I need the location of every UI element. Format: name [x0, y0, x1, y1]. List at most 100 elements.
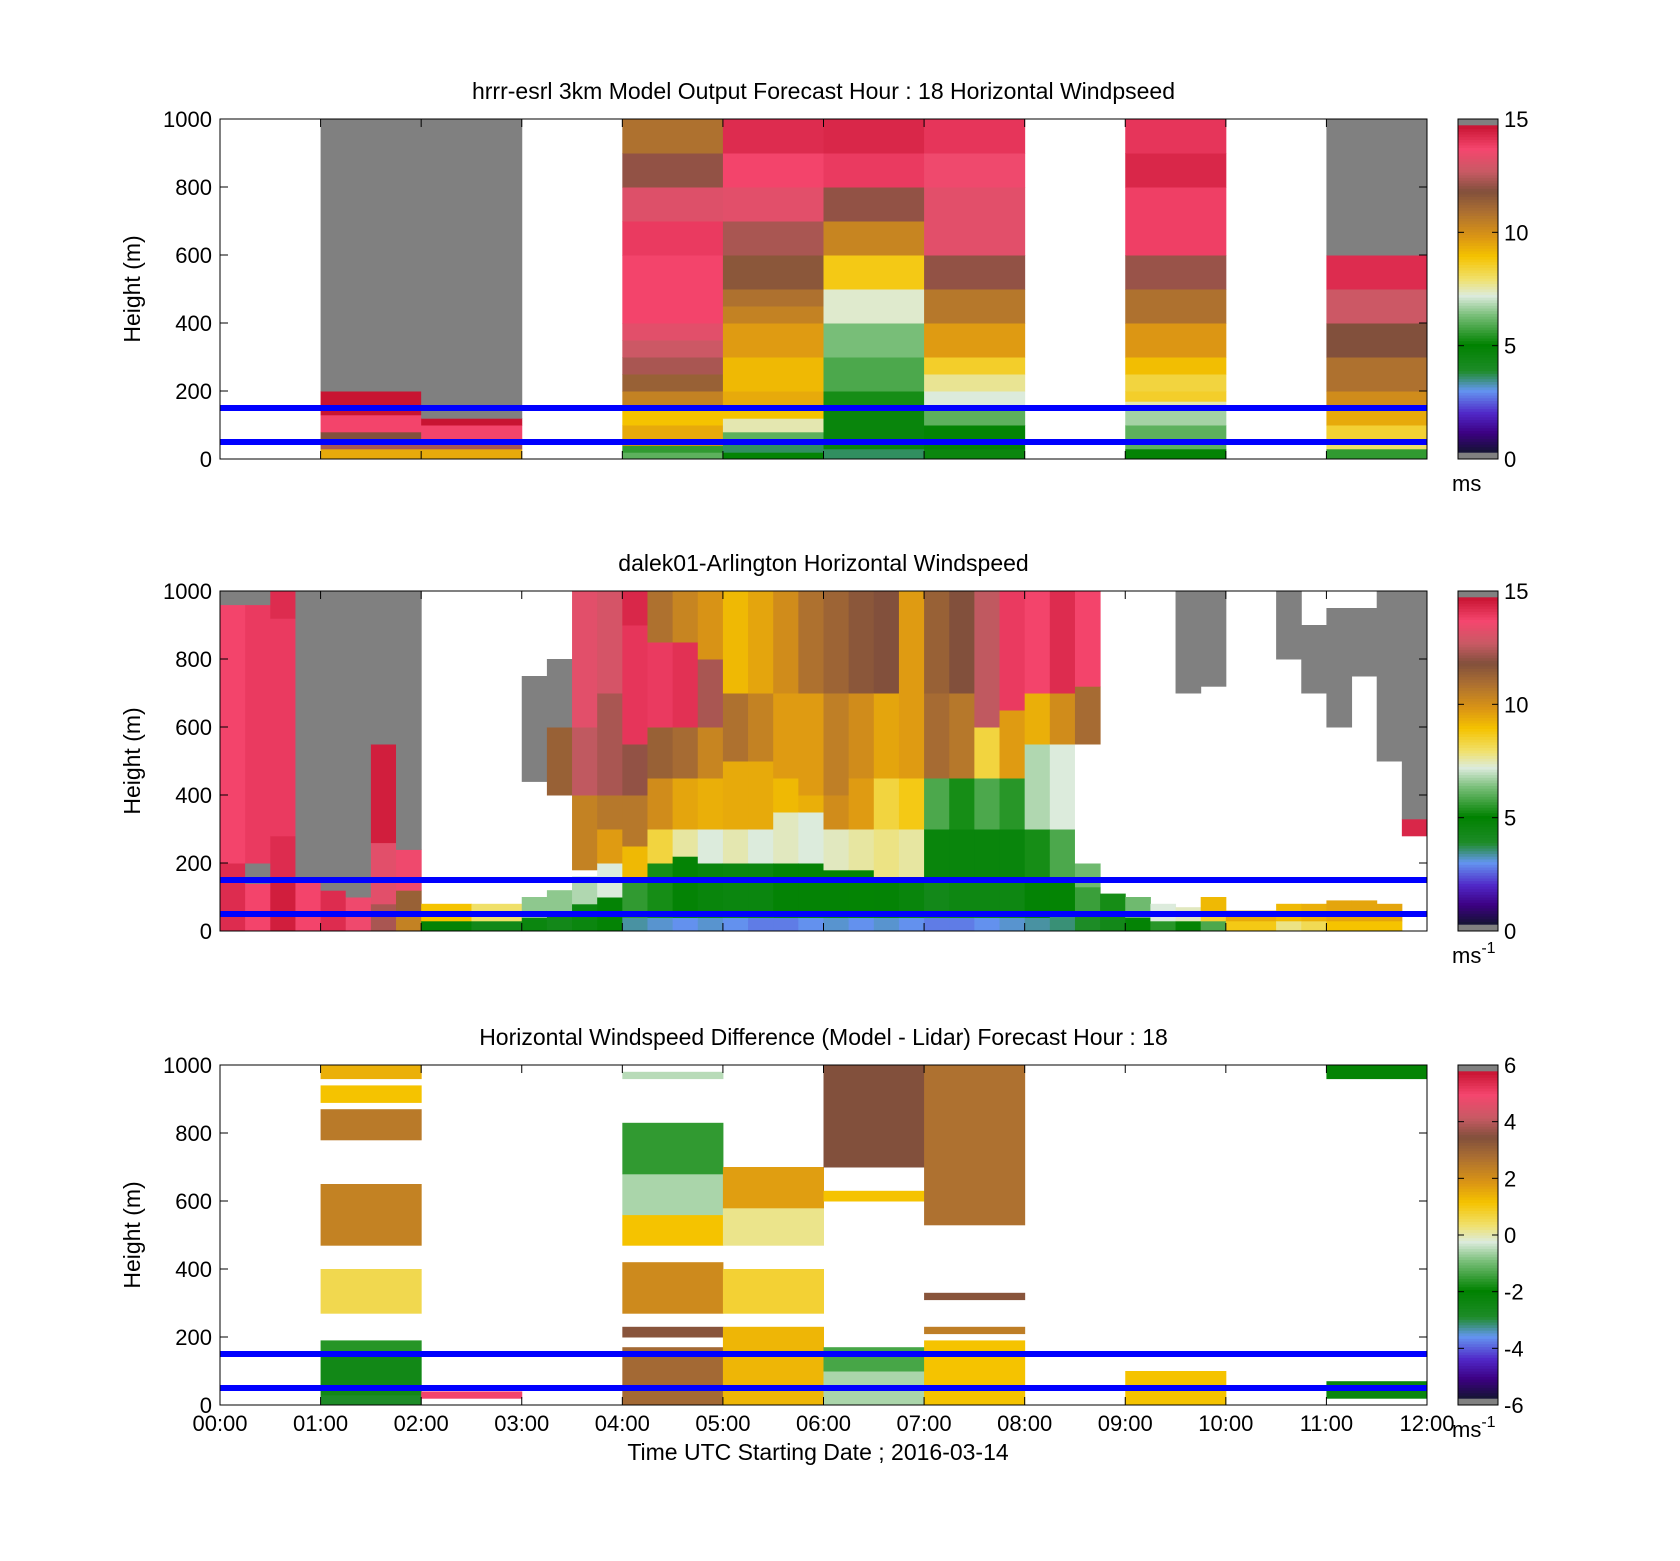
colorbar-step — [1458, 209, 1498, 214]
colorbar-step — [1458, 858, 1498, 863]
colorbar-unit: ms — [1452, 471, 1481, 496]
colorbar-step — [1458, 738, 1498, 743]
colorbar-tick-label: 6 — [1504, 1053, 1516, 1078]
colorbar-step — [1458, 714, 1498, 718]
heatmap-cell — [647, 829, 674, 864]
colorbar-step — [1458, 1275, 1498, 1280]
heatmap-cell — [924, 374, 1026, 392]
colorbar-step — [1458, 1101, 1498, 1105]
colorbar-step — [1458, 602, 1498, 607]
heatmap-cell — [848, 917, 875, 932]
colorbar-over — [1458, 119, 1498, 126]
colorbar-step — [1458, 635, 1498, 640]
colorbar-step — [1458, 722, 1498, 727]
colorbar-step — [1458, 833, 1498, 838]
colorbar-step — [1458, 160, 1498, 165]
heatmap-cell — [722, 693, 749, 762]
heatmap-cell — [622, 744, 648, 796]
heatmap-cell — [924, 1065, 1026, 1226]
colorbar-step — [1458, 842, 1498, 846]
x-tick-label: 11:00 — [1300, 1411, 1353, 1436]
y-tick-label: 800 — [175, 647, 212, 672]
colorbar-step — [1458, 684, 1498, 689]
y-tick-label: 1000 — [163, 579, 212, 604]
heatmap-cell — [421, 920, 472, 932]
heatmap-cell — [798, 812, 824, 864]
heatmap-cell — [823, 693, 850, 796]
colorbar-step — [1458, 1190, 1498, 1195]
heatmap-cell — [823, 391, 925, 409]
colorbar-step — [1458, 1337, 1498, 1342]
heatmap-cell — [924, 778, 950, 830]
heatmap-cell — [320, 448, 422, 460]
colorbar-step — [1458, 443, 1498, 448]
colorbar-step — [1458, 877, 1498, 882]
heatmap-cell — [1301, 920, 1327, 932]
colorbar-step — [1458, 659, 1498, 664]
colorbar-step — [1458, 1386, 1498, 1391]
heatmap-cell — [999, 778, 1026, 830]
colorbar-tick-label: 15 — [1504, 107, 1528, 132]
colorbar-step — [1458, 438, 1498, 442]
heatmap-cell — [823, 1065, 925, 1168]
colorbar-step — [1458, 356, 1498, 361]
colorbar-step — [1458, 413, 1498, 418]
colorbar-step — [1458, 239, 1498, 244]
heatmap-cell — [622, 917, 648, 932]
colorbar-step — [1458, 179, 1498, 184]
heatmap-cell — [924, 448, 1026, 460]
colorbar-step — [1458, 844, 1498, 849]
colorbar-step — [1458, 801, 1498, 806]
heatmap-cell — [823, 357, 925, 392]
colorbar-step — [1458, 1229, 1498, 1233]
colorbar-step — [1458, 619, 1498, 623]
colorbar-step — [1458, 616, 1498, 621]
colorbar-step — [1458, 1082, 1498, 1086]
heatmap-cell — [823, 221, 925, 256]
colorbar-step — [1458, 1362, 1498, 1367]
colorbar-step — [1458, 1158, 1498, 1163]
heatmap-cell — [1326, 119, 1428, 256]
colorbar-step — [1458, 141, 1498, 146]
heatmap-cell — [722, 187, 824, 222]
colorbar-step — [1458, 1324, 1498, 1328]
heatmap-cell — [823, 255, 925, 290]
x-tick-label: 03:00 — [494, 1411, 549, 1436]
heatmap-cell — [697, 659, 724, 728]
heatmap-cell — [622, 119, 724, 154]
heatmap-cell — [898, 778, 925, 830]
colorbar-step — [1458, 920, 1498, 925]
heatmap-cell — [1125, 289, 1227, 324]
colorbar-step — [1458, 1114, 1498, 1119]
heatmap-cell — [1326, 1065, 1428, 1080]
colorbar-step — [1458, 1163, 1498, 1168]
colorbar-step — [1458, 255, 1498, 260]
heatmap-cell — [949, 591, 975, 694]
heatmap-cell — [320, 1085, 422, 1103]
heatmap-cell — [270, 835, 296, 878]
y-tick-label: 400 — [175, 783, 212, 808]
heatmap-cell — [924, 289, 1026, 324]
colorbar-tick-label: 0 — [1504, 1223, 1516, 1248]
heatmap-cell — [798, 795, 824, 813]
colorbar-step — [1458, 149, 1498, 154]
heatmap-cell — [823, 917, 850, 932]
heatmap-cell — [748, 761, 774, 830]
heatmap-cell — [1049, 829, 1076, 881]
colorbar-step — [1458, 706, 1498, 710]
colorbar-step — [1458, 397, 1498, 402]
colorbar-unit-exponent: -1 — [1481, 940, 1495, 957]
panel-1: hrrr-esrl 3km Model Output Forecast Hour… — [119, 78, 1528, 496]
heatmap-cell — [396, 890, 422, 915]
colorbar-step — [1458, 1329, 1498, 1334]
colorbar-step — [1458, 383, 1498, 388]
heatmap-cell — [924, 1292, 1026, 1301]
heatmap-cell — [1401, 591, 1428, 820]
colorbar-step — [1458, 138, 1498, 143]
y-tick-label: 600 — [175, 1189, 212, 1214]
colorbar-step — [1458, 1139, 1498, 1144]
heatmap-cell — [1301, 625, 1327, 694]
colorbar-step — [1458, 746, 1498, 751]
heatmap-cell — [722, 1207, 824, 1246]
heatmap-cell — [722, 391, 824, 409]
